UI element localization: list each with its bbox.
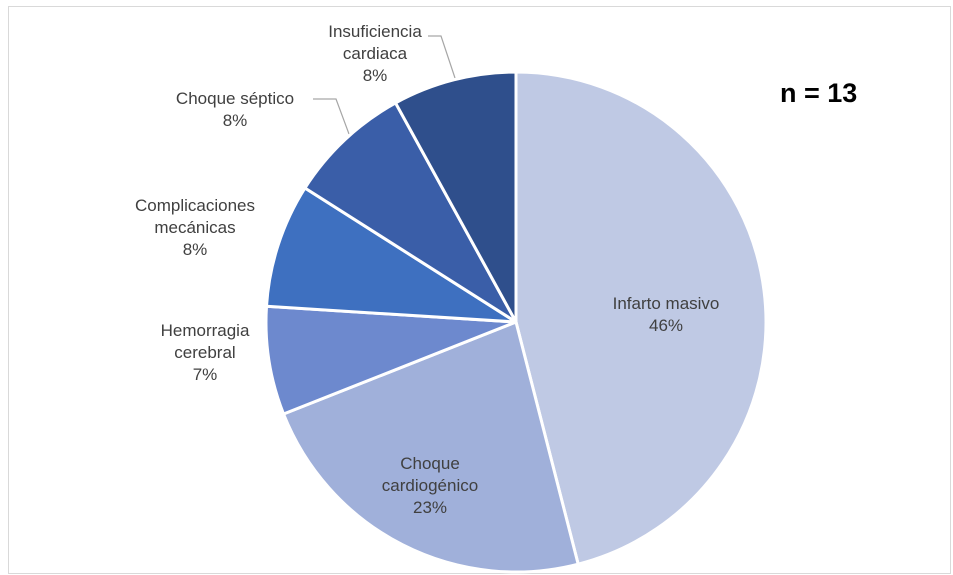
chart-frame [8,6,951,574]
category-label: Insuficiencia cardiaca [328,22,422,63]
slice-label: Infarto masivo 46% [566,293,766,337]
value-label: 8% [362,66,388,85]
pie-slice [282,320,580,574]
leader-line [313,98,350,135]
category-label: Choque séptico [175,89,295,108]
value-label: 23% [412,498,448,517]
category-label: Hemorragia cerebral [160,321,250,362]
slice-label: Complicaciones mecánicas 8% [110,195,280,261]
category-label: Complicaciones mecánicas [135,196,255,237]
pie-slice [264,304,518,416]
value-label: 8% [182,240,208,259]
pie-slice [264,186,518,324]
slice-label: Choque séptico 8% [135,88,335,132]
pie-slice [303,101,518,324]
slice-label: Choque cardiogénico 23% [375,453,485,519]
category-label: Infarto masivo [612,294,720,313]
leader-line [428,35,456,79]
pie-slice [514,70,768,566]
category-label: Choque cardiogénico [381,454,479,495]
pie-slice [394,70,518,324]
value-label: 8% [222,111,248,130]
value-label: 7% [192,365,218,384]
annotation: n = 13 [780,78,858,108]
slice-label: Hemorragia cerebral 7% [150,320,260,386]
value-label: 46% [648,316,684,335]
slice-label: Insuficiencia cardiaca 8% [310,21,440,87]
